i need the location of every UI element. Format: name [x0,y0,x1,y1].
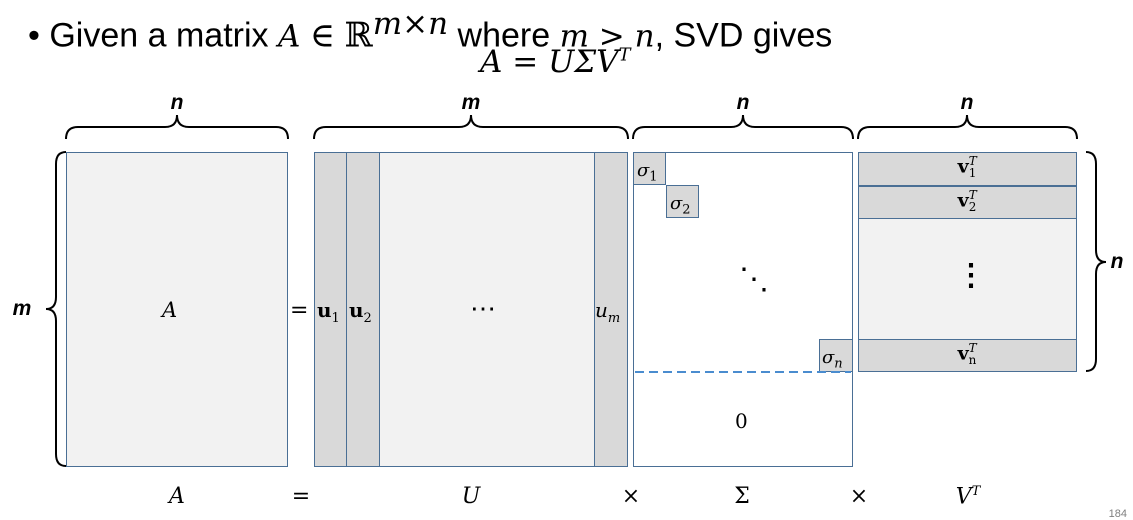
u2-label: u2 [349,298,372,326]
um-label: um [595,298,621,326]
vt-row-1-label: vT1 [957,154,977,181]
brace-top-u [313,114,629,140]
sigma-2-label: σ2 [670,193,691,218]
title-exponent: m×n [372,6,449,42]
svd-equation: A = UΣVT [480,44,631,80]
equation-eq: = [512,44,539,80]
dim-label-u-cols: m [461,91,481,114]
vt-row-2 [858,186,1077,219]
equals-sign: = [290,298,309,323]
title-text-2: where [448,16,560,55]
title-line: • Given a matrix A ∈ ℝm×n where m > n, S… [28,6,832,55]
page-number: 184 [1108,508,1127,520]
brace-left [45,151,67,467]
brace-top-sigma [632,114,854,140]
dim-label-a-cols: n [170,91,184,114]
equation-lhs: A [480,44,503,80]
sigma-zero-block: 0 [735,409,748,433]
equation-rhs: UΣV [548,44,619,80]
sigma-n-label: σn [822,347,843,372]
vt-row-1 [858,152,1077,186]
bullet: • [28,16,40,55]
u-column-2 [346,152,380,467]
u1-label: u1 [317,298,340,326]
bottom-label-u: U [461,484,481,509]
vt-row-last [858,339,1077,372]
vt-vdots: ⋮ [956,258,986,293]
title-var-a: A [277,18,301,55]
u-ellipsis: ⋯ [470,294,496,324]
brace-right [1085,151,1107,372]
brace-top-vt [857,114,1078,140]
title-condition: m > n [559,18,655,55]
matrix-a-label: A [162,298,178,322]
title-text-3: , SVD gives [654,16,833,55]
matrix-a [66,152,288,467]
title-in-symbol: ∈ [309,15,335,56]
bottom-label-times-1: × [621,484,641,509]
brace-top-a [65,114,289,140]
dim-label-sigma-cols: n [736,91,750,114]
sigma-1-label: σ1 [637,160,658,185]
bottom-label-times-2: × [849,484,869,509]
vt-row-2-label: vT2 [957,188,977,215]
vt-row-last-label: vTn [957,341,977,368]
equation-sup: T [618,44,631,66]
dim-label-rows-left: m [12,297,32,320]
bottom-label-sigma: Σ [734,484,750,509]
dim-label-vt-cols: n [960,91,974,114]
title-reals: ℝ [344,15,373,56]
bottom-label-vt: VT [955,484,981,510]
bottom-label-a: A [169,484,185,509]
dim-label-rows-right: n [1110,250,1124,273]
sigma-2-cell [666,185,699,218]
bottom-label-eq: = [291,484,311,509]
sigma-divider-dashed [635,371,851,373]
title-text-1: Given a matrix [49,16,278,55]
sigma-1-cell [633,152,666,185]
sigma-ddots: ⋱ [739,262,769,297]
u-column-last [594,152,628,467]
